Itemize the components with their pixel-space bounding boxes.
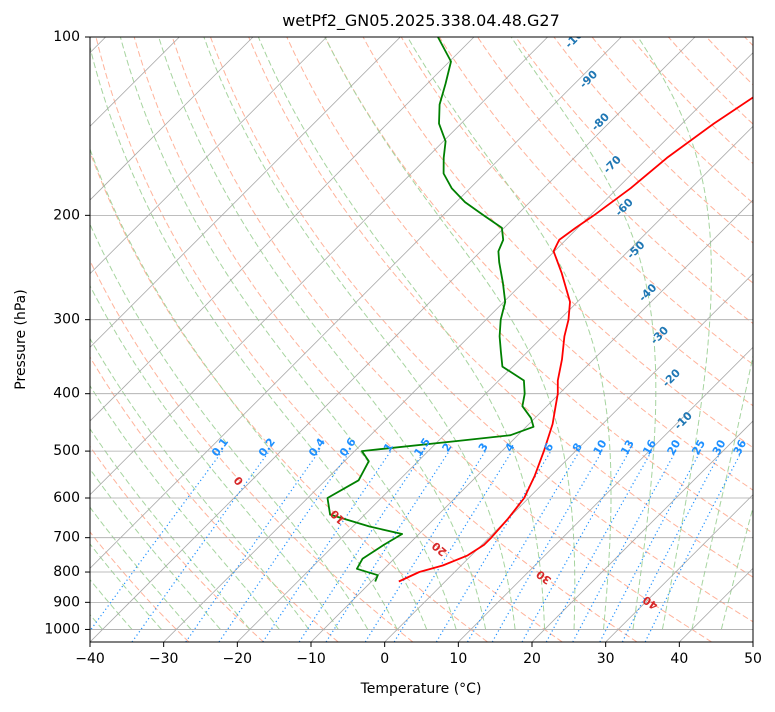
x-tick-label: −30 [149, 651, 179, 667]
x-tick-label: 0 [380, 651, 389, 667]
y-tick-label: 700 [53, 530, 80, 546]
y-axis-label: Pressure (hPa) [13, 289, 29, 389]
x-axis-label: Temperature (°C) [360, 681, 482, 697]
y-tick-label: 800 [53, 564, 80, 580]
x-tick-label: 30 [597, 651, 615, 667]
x-tick-label: −20 [223, 651, 253, 667]
x-tick-label: −40 [75, 651, 105, 667]
y-tick-label: 400 [53, 386, 80, 402]
y-tick-label: 900 [53, 594, 80, 610]
y-tick-label: 200 [53, 207, 80, 223]
x-tick-label: 20 [523, 651, 541, 667]
y-tick-label: 600 [53, 490, 80, 506]
y-tick-label: 100 [53, 29, 80, 45]
x-tick-label: 40 [670, 651, 688, 667]
y-tick-label: 300 [53, 312, 80, 328]
chart-title: wetPf2_GN05.2025.338.04.48.G27 [282, 11, 560, 31]
x-tick-label: −10 [296, 651, 326, 667]
y-tick-label: 500 [53, 443, 80, 459]
x-tick-label: 50 [744, 651, 762, 667]
x-tick-label: 10 [449, 651, 467, 667]
y-tick-label: 1000 [44, 621, 80, 637]
